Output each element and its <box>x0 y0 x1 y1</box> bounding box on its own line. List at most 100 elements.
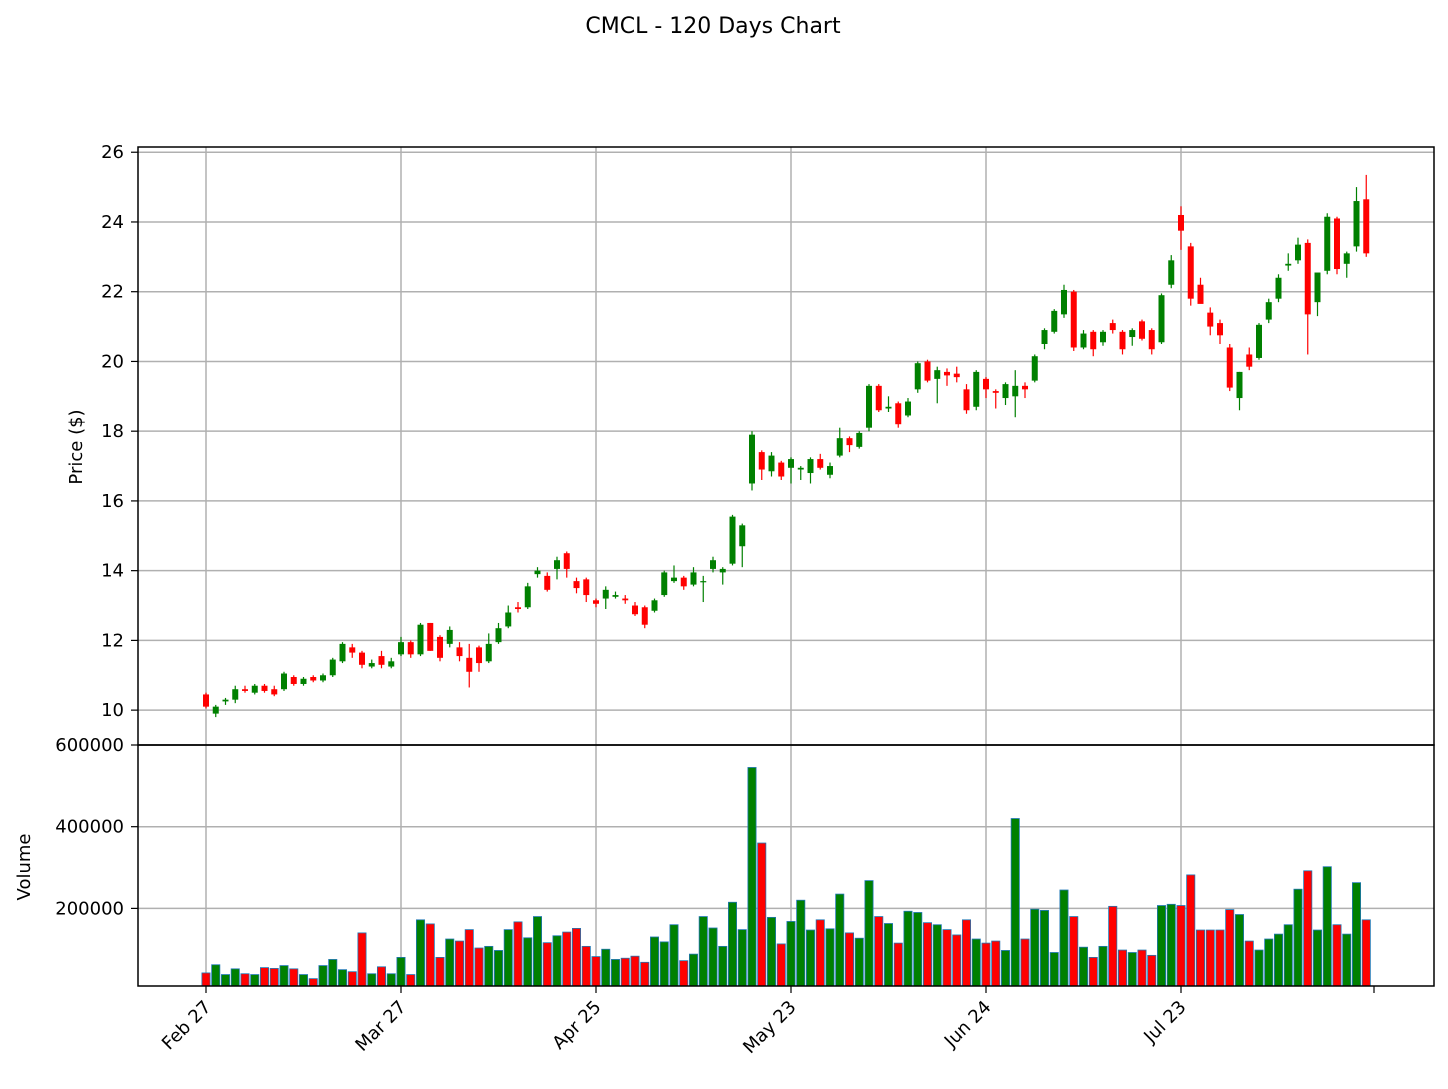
volume-bar <box>328 959 338 987</box>
candle-body <box>261 685 268 691</box>
volume-bar <box>718 945 728 987</box>
volume-bar <box>1137 949 1147 987</box>
candle-body <box>885 406 892 409</box>
volume-tick-label: 400000 <box>55 817 124 838</box>
candle-body <box>1275 277 1282 299</box>
volume-bar <box>1088 957 1098 987</box>
candle-body <box>846 438 853 446</box>
volume-bar <box>1254 949 1264 987</box>
candle-body <box>700 581 707 583</box>
volume-bar <box>318 965 328 987</box>
volume-bar <box>1352 882 1362 987</box>
volume-bar <box>259 967 269 987</box>
volume-bar <box>425 923 435 987</box>
volume-bar <box>1186 874 1196 987</box>
volume-bar <box>835 893 845 987</box>
x-tick-label: Jul 23 <box>1139 997 1190 1048</box>
candle-body <box>1080 333 1087 348</box>
volume-bar <box>454 940 464 987</box>
price-tick-label: 16 <box>101 491 124 512</box>
volume-bar <box>1118 949 1128 987</box>
volume-bar <box>1303 870 1313 987</box>
volume-bar <box>1108 905 1118 987</box>
candle-body <box>1207 312 1214 327</box>
volume-bar <box>552 935 562 987</box>
candle-body <box>505 612 512 627</box>
candle-body <box>856 432 863 447</box>
volume-bar <box>962 919 972 987</box>
candle-body <box>495 628 502 643</box>
volume-bar <box>611 959 621 987</box>
candle-body <box>827 466 833 475</box>
volume-bar <box>211 964 221 987</box>
candle-body <box>1246 354 1253 367</box>
volume-bar <box>1283 924 1293 987</box>
candle-body <box>417 624 424 655</box>
volume-bar <box>1235 914 1245 987</box>
volume-bar <box>1079 946 1089 987</box>
price-tick-label: 14 <box>101 561 124 582</box>
candle-body <box>612 595 619 597</box>
candle-body <box>778 462 785 477</box>
volume-bar <box>923 922 933 987</box>
candle-body <box>1012 385 1019 397</box>
candle-body <box>1168 260 1175 285</box>
volume-bar <box>533 916 543 987</box>
volume-bar <box>786 921 796 987</box>
volume-bar <box>201 972 211 987</box>
candle-body <box>271 689 278 695</box>
price-tick-label: 26 <box>101 142 124 163</box>
candle-body <box>1324 216 1331 271</box>
candle-body <box>232 689 239 700</box>
volume-bar <box>1157 905 1167 987</box>
price-panel-frame <box>137 146 1435 746</box>
candle-body <box>768 455 775 472</box>
volume-bar <box>474 947 484 987</box>
volume-bar <box>874 916 884 987</box>
volume-bar <box>347 971 357 987</box>
volume-bar <box>1001 950 1011 987</box>
chart-title: CMCL - 120 Days Chart <box>585 14 841 39</box>
volume-bar <box>698 916 708 987</box>
x-tick-label: Apr 25 <box>548 997 605 1054</box>
volume-bar <box>932 924 942 987</box>
volume-bar <box>1274 933 1284 987</box>
volume-bar <box>513 921 523 987</box>
volume-bar <box>1313 929 1323 987</box>
candle-body <box>446 629 453 644</box>
price-tick-label: 20 <box>101 351 124 372</box>
volume-bar <box>1215 929 1225 987</box>
volume-bar <box>523 937 533 987</box>
candle-body <box>242 689 248 691</box>
candle-body <box>1314 272 1321 303</box>
candle-body <box>222 699 229 702</box>
candle-body <box>1295 244 1301 261</box>
volume-bar <box>1176 905 1186 987</box>
candle-body <box>563 553 570 569</box>
volume-bar <box>1166 903 1176 987</box>
candle-body <box>1041 330 1048 345</box>
volume-bar <box>806 929 816 987</box>
volume-bar <box>737 929 747 987</box>
volume-bar <box>757 842 767 987</box>
volume-bar <box>240 973 250 987</box>
candle-body <box>515 607 521 610</box>
volume-bar <box>1147 954 1157 987</box>
candle-body <box>407 642 414 655</box>
candle-body <box>1353 201 1360 247</box>
candle-body <box>807 459 814 474</box>
volume-bar <box>708 927 718 987</box>
candle-body <box>788 459 794 468</box>
volume-bar <box>415 919 425 987</box>
candle-body <box>661 572 668 596</box>
candle-body <box>895 403 902 425</box>
volume-bar <box>1264 938 1274 987</box>
candle-body <box>690 572 697 585</box>
volume-bar <box>767 916 777 987</box>
volume-bar <box>435 957 445 987</box>
candle-body <box>554 560 560 569</box>
volume-bar <box>493 950 503 987</box>
candle-body <box>749 434 755 484</box>
candle-body <box>836 438 843 456</box>
candle-body <box>368 663 375 667</box>
